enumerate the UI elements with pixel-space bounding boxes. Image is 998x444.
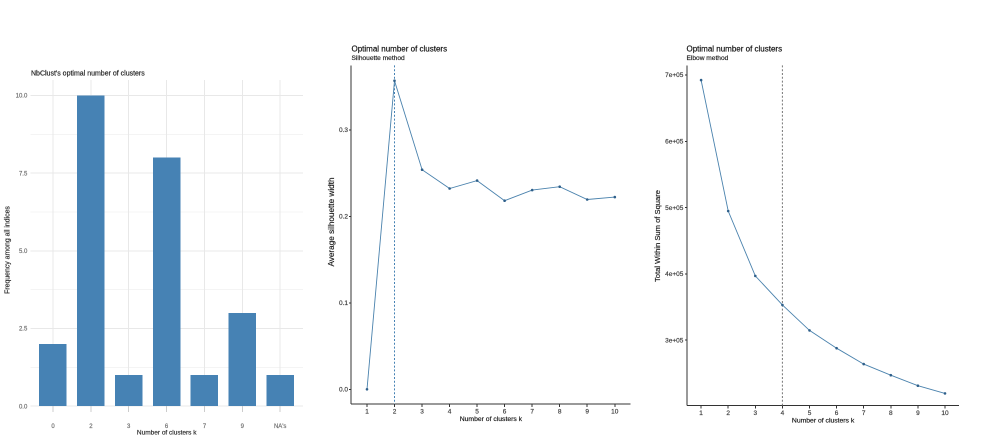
svg-text:5e+05: 5e+05 — [665, 205, 684, 212]
svg-text:10: 10 — [611, 409, 619, 416]
svg-text:8: 8 — [558, 409, 562, 416]
svg-text:4e+05: 4e+05 — [665, 271, 684, 278]
svg-text:3: 3 — [127, 424, 131, 430]
svg-text:9: 9 — [585, 409, 589, 416]
svg-text:7: 7 — [862, 410, 866, 417]
svg-text:0.1: 0.1 — [339, 300, 348, 307]
svg-text:4: 4 — [781, 410, 785, 417]
svg-text:0.2: 0.2 — [339, 214, 348, 221]
svg-text:3: 3 — [753, 410, 757, 417]
svg-text:Number of clusters k: Number of clusters k — [137, 430, 197, 437]
svg-text:10: 10 — [941, 410, 949, 417]
svg-text:2: 2 — [89, 424, 93, 430]
svg-text:9: 9 — [241, 424, 245, 430]
svg-text:2: 2 — [726, 410, 730, 417]
svg-text:0.0: 0.0 — [19, 404, 28, 410]
svg-text:Elbow method: Elbow method — [687, 55, 729, 62]
svg-text:3e+05: 3e+05 — [665, 337, 684, 344]
svg-text:Number of clusters k: Number of clusters k — [460, 416, 523, 423]
svg-text:Silhouette method: Silhouette method — [352, 55, 405, 62]
svg-text:5: 5 — [475, 409, 479, 416]
svg-text:6: 6 — [165, 424, 169, 430]
svg-text:Average silhouette width: Average silhouette width — [327, 177, 336, 267]
svg-text:7e+05: 7e+05 — [665, 72, 684, 79]
svg-text:0.3: 0.3 — [339, 127, 348, 134]
svg-text:6: 6 — [503, 409, 507, 416]
svg-text:Total Within Sum of Square: Total Within Sum of Square — [653, 190, 662, 282]
svg-text:0: 0 — [51, 424, 55, 430]
svg-text:1: 1 — [699, 410, 703, 417]
svg-text:7: 7 — [203, 424, 207, 430]
svg-text:3: 3 — [420, 409, 424, 416]
svg-text:2: 2 — [393, 409, 397, 416]
svg-text:5.0: 5.0 — [19, 249, 28, 255]
svg-text:8: 8 — [889, 410, 893, 417]
svg-text:4: 4 — [448, 409, 452, 416]
svg-text:6e+05: 6e+05 — [665, 139, 684, 146]
svg-text:6: 6 — [835, 410, 839, 417]
svg-text:9: 9 — [916, 410, 920, 417]
svg-text:Number of clusters k: Number of clusters k — [792, 418, 855, 425]
svg-text:Optimal number of clusters: Optimal number of clusters — [687, 45, 783, 54]
svg-text:Optimal number of clusters: Optimal number of clusters — [352, 45, 448, 54]
svg-text:Frequency among all indices: Frequency among all indices — [5, 206, 12, 294]
svg-text:0.0: 0.0 — [339, 387, 348, 394]
svg-text:10.0: 10.0 — [16, 94, 28, 100]
svg-text:1: 1 — [365, 409, 369, 416]
svg-text:5: 5 — [808, 410, 812, 417]
svg-text:2.5: 2.5 — [19, 327, 28, 333]
svg-text:7: 7 — [530, 409, 534, 416]
svg-text:7.5: 7.5 — [19, 171, 28, 177]
svg-text:NA's: NA's — [274, 424, 286, 430]
svg-text:NbClust's optimal number of cl: NbClust's optimal number of clusters — [31, 71, 145, 78]
